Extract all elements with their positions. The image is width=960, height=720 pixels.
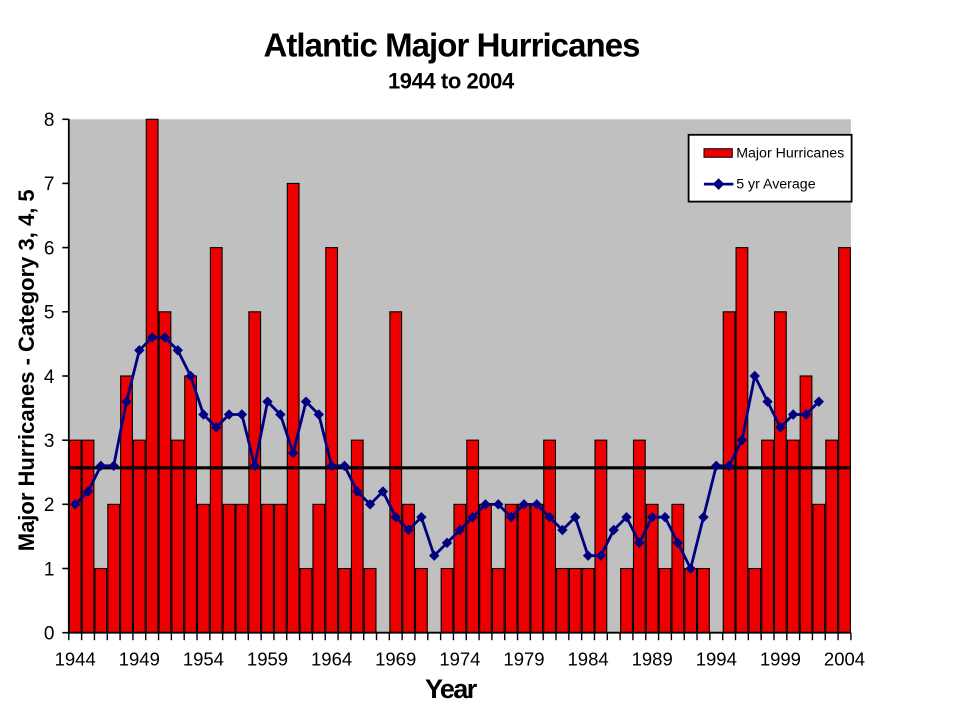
svg-text:Major Hurricanes: Major Hurricanes xyxy=(736,146,844,162)
svg-text:0: 0 xyxy=(44,624,55,645)
svg-text:1994: 1994 xyxy=(696,649,737,670)
svg-text:1989: 1989 xyxy=(632,649,673,670)
svg-text:Atlantic Major Hurricanes: Atlantic Major Hurricanes xyxy=(263,26,639,63)
svg-text:1954: 1954 xyxy=(183,649,224,670)
svg-text:1964: 1964 xyxy=(311,649,352,670)
svg-text:1969: 1969 xyxy=(375,649,416,670)
svg-text:Year: Year xyxy=(425,674,478,704)
svg-text:1979: 1979 xyxy=(503,649,544,670)
svg-text:1984: 1984 xyxy=(568,649,609,670)
svg-text:8: 8 xyxy=(44,110,55,131)
svg-text:1949: 1949 xyxy=(119,649,160,670)
svg-text:6: 6 xyxy=(44,238,55,259)
svg-text:2: 2 xyxy=(44,495,55,516)
svg-text:1974: 1974 xyxy=(439,649,480,670)
svg-text:1999: 1999 xyxy=(760,649,801,670)
svg-text:1: 1 xyxy=(44,559,55,580)
svg-text:1944 to 2004: 1944 to 2004 xyxy=(388,68,515,93)
svg-text:7: 7 xyxy=(44,174,55,195)
svg-text:1959: 1959 xyxy=(247,649,288,670)
svg-text:2004: 2004 xyxy=(824,649,865,670)
svg-text:1944: 1944 xyxy=(55,649,96,670)
svg-text:5: 5 xyxy=(44,303,55,324)
svg-text:5 yr Average: 5 yr Average xyxy=(736,177,816,193)
svg-text:Major Hurricanes - Category 3,: Major Hurricanes - Category 3, 4, 5 xyxy=(14,189,39,551)
svg-text:3: 3 xyxy=(44,431,55,452)
svg-text:4: 4 xyxy=(44,367,55,388)
